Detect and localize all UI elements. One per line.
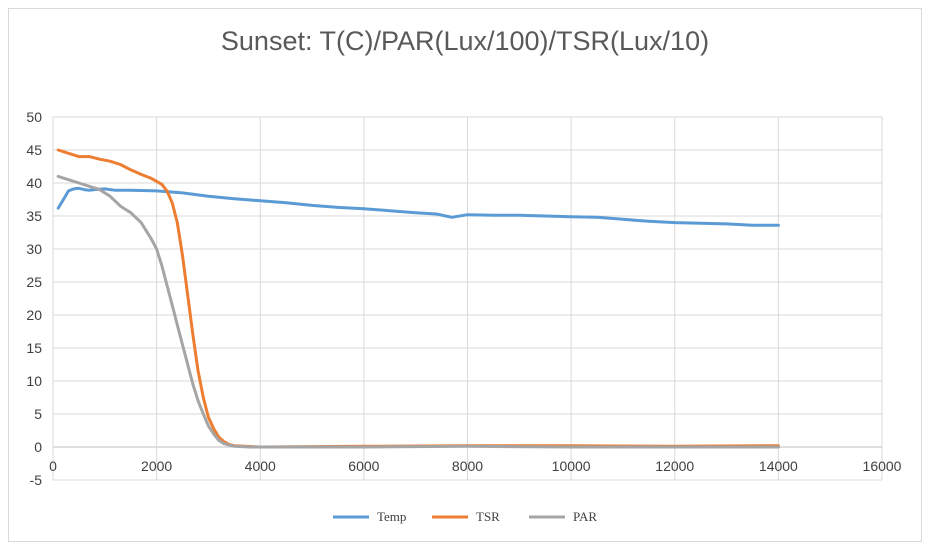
x-tick-label: 12000 — [655, 458, 694, 474]
x-tick-label: 6000 — [348, 458, 379, 474]
x-tick-label: 2000 — [141, 458, 172, 474]
legend-label-par: PAR — [573, 509, 597, 524]
y-tick-label: 10 — [26, 373, 42, 389]
y-tick-label: 5 — [34, 406, 42, 422]
x-tick-label: 14000 — [759, 458, 798, 474]
series-lines — [56, 148, 780, 449]
series-line-tsr — [56, 148, 780, 449]
series-line-par — [56, 174, 780, 449]
y-tick-label: 50 — [26, 109, 42, 125]
chart-title: Sunset: T(C)/PAR(Lux/100)/TSR(Lux/10) — [220, 26, 710, 56]
y-tick-label: 40 — [26, 175, 42, 191]
legend-label-temp: Temp — [377, 509, 406, 524]
series-line-temp — [56, 186, 780, 227]
x-tick-label: 16000 — [863, 458, 902, 474]
y-tick-label: 15 — [26, 340, 42, 356]
y-tick-label: 0 — [34, 439, 42, 455]
x-tick-label: 8000 — [452, 458, 483, 474]
y-tick-label: -5 — [30, 472, 43, 488]
chart-area — [8, 8, 922, 542]
x-tick-label: 4000 — [245, 458, 276, 474]
gridlines — [52, 116, 883, 481]
y-tick-label: 25 — [26, 274, 42, 290]
y-tick-label: 30 — [26, 241, 42, 257]
legend-label-tsr: TSR — [476, 509, 500, 524]
tick-labels: -5 0 5 10 15 20 25 30 35 40 45 50 0 2000 4000 6000 8000 1… — [26, 109, 901, 488]
y-tick-label: 45 — [26, 142, 42, 158]
legend: Temp TSR PAR — [333, 509, 597, 524]
x-tick-label: 10000 — [552, 458, 591, 474]
x-tick-label: 0 — [49, 458, 57, 474]
y-tick-label: 20 — [26, 307, 42, 323]
y-tick-label: 35 — [26, 208, 42, 224]
